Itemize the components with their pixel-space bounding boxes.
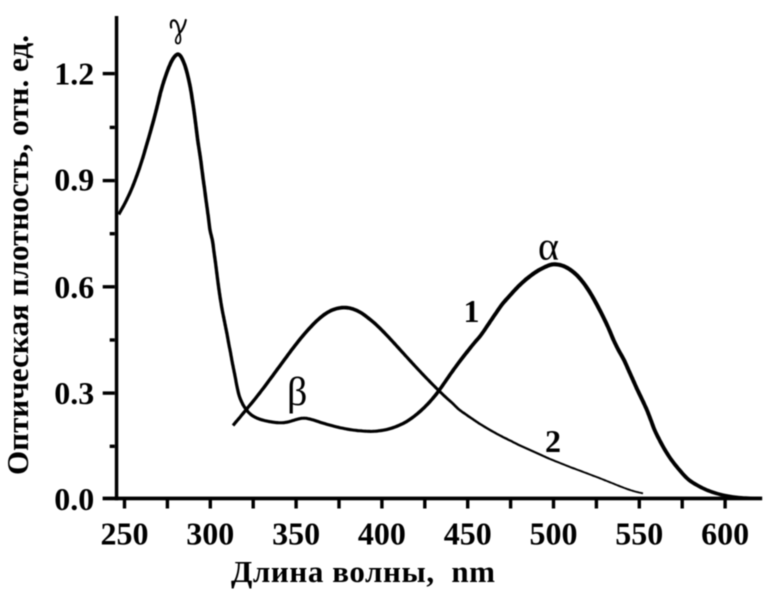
svg-text:0.3: 0.3 [54,375,94,411]
svg-text:Оптическая плотность, отн. ед.: Оптическая плотность, отн. ед. [0,35,35,475]
svg-text:1.2: 1.2 [54,56,94,92]
svg-text:400: 400 [358,516,406,552]
svg-text:450: 450 [444,516,492,552]
svg-text:600: 600 [701,516,749,552]
svg-text:0.6: 0.6 [54,269,94,305]
svg-text:250: 250 [101,516,149,552]
svg-text:β: β [287,369,307,414]
svg-text:2: 2 [545,423,561,459]
svg-text:1: 1 [464,293,480,329]
svg-text:500: 500 [530,516,578,552]
svg-text:Длина волны, nm: Длина волны, nm [231,554,495,589]
svg-text:350: 350 [272,516,320,552]
svg-text:550: 550 [615,516,663,552]
svg-text:0.9: 0.9 [54,162,94,198]
svg-text:0.0: 0.0 [54,481,94,517]
svg-text:300: 300 [186,516,234,552]
svg-text:α: α [538,224,559,269]
